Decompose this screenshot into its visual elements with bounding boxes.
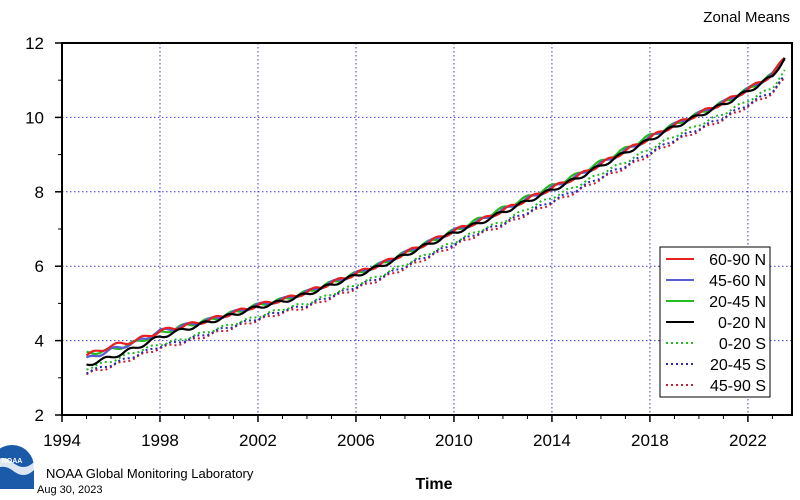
x-tick-label: 2022 xyxy=(729,431,767,450)
series-lines xyxy=(85,57,786,376)
chart-title: Zonal Means xyxy=(703,9,790,26)
noaa-logo-text: NOAA xyxy=(2,458,23,465)
series-line-0-20-n xyxy=(86,57,786,367)
legend-label: 60-90 N xyxy=(709,252,766,269)
axis-ticks: 1994 1998 2002 2006 2010 2014 2018 2022 2 4 6 8 10 12 xyxy=(25,34,773,450)
y-tick-label: 6 xyxy=(35,257,44,276)
y-tick-label: 8 xyxy=(35,183,44,202)
x-tick-label: 2014 xyxy=(533,431,571,450)
x-tick-label: 2018 xyxy=(631,431,669,450)
legend-label: 45-60 N xyxy=(709,273,766,290)
series-line-0-20-s xyxy=(86,69,786,371)
legend-label: 0-20 N xyxy=(718,315,766,332)
x-tick-label: 2006 xyxy=(337,431,375,450)
legend-label: 20-45 S xyxy=(710,357,766,374)
footer-org-name: NOAA Global Monitoring Laboratory xyxy=(46,466,254,481)
y-tick-label: 2 xyxy=(35,406,44,425)
x-tick-label: 1994 xyxy=(43,431,81,450)
x-tick-label: 2002 xyxy=(239,431,277,450)
series-line-60-90-n xyxy=(85,57,786,357)
y-tick-label: 4 xyxy=(35,332,44,351)
x-tick-label: 2010 xyxy=(435,431,473,450)
series-line-20-45-s xyxy=(86,74,786,375)
x-tick-label: 1998 xyxy=(141,431,179,450)
legend-label: 20-45 N xyxy=(709,294,766,311)
y-tick-label: 12 xyxy=(25,34,44,53)
y-tick-label: 10 xyxy=(25,108,44,127)
legend: 60-90 N 45-60 N 20-45 N 0-20 N 0-20 S 20-45 S… xyxy=(659,246,771,398)
legend-label: 0-20 S xyxy=(719,336,766,353)
footer-date: Aug 30, 2023 xyxy=(37,484,102,496)
noaa-logo: NOAA xyxy=(0,445,34,489)
x-axis-label: Time xyxy=(415,476,452,493)
series-line-45-90-s xyxy=(85,77,786,376)
legend-label: 45-90 S xyxy=(710,378,766,395)
